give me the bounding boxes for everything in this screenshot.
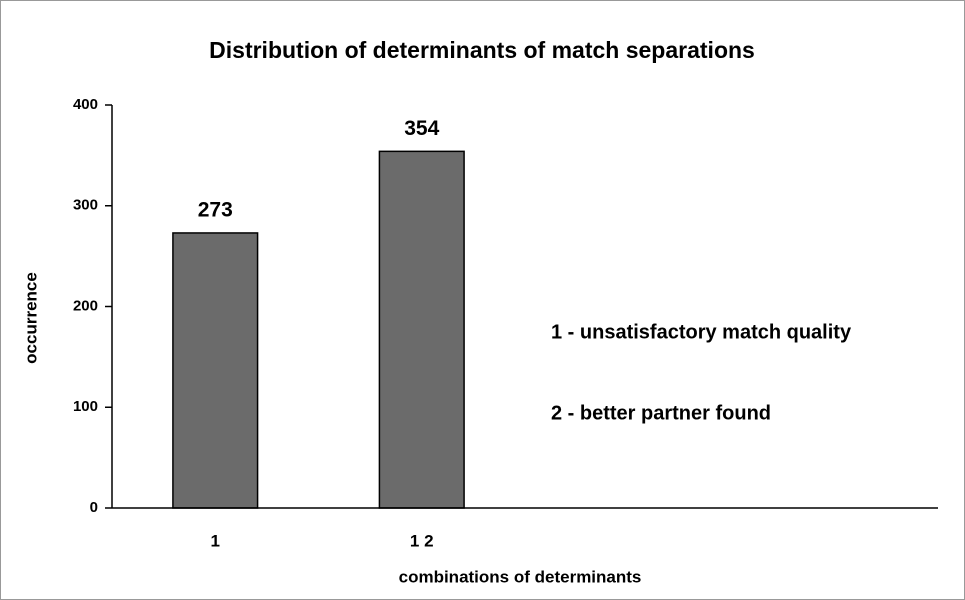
bar [172, 232, 259, 509]
x-axis-label: combinations of determinants [399, 567, 642, 586]
data-label: 354 [404, 117, 439, 140]
bar [378, 150, 465, 509]
x-tick-label: 1 2 [410, 531, 434, 550]
annotation: 1 - unsatisfactory match quality [551, 321, 852, 343]
y-tick-label: 200 [73, 297, 98, 314]
y-tick-label: 100 [73, 398, 98, 415]
annotation: 2 - better partner found [551, 402, 771, 424]
y-tick-label: 400 [73, 96, 98, 113]
y-tick-label: 300 [73, 197, 98, 214]
data-label: 273 [198, 198, 233, 221]
y-tick-label: 0 [90, 499, 98, 516]
y-axis-label: occurrence [21, 272, 40, 364]
x-tick-label: 1 [211, 531, 220, 550]
chart-title: Distribution of determinants of match se… [209, 37, 755, 63]
